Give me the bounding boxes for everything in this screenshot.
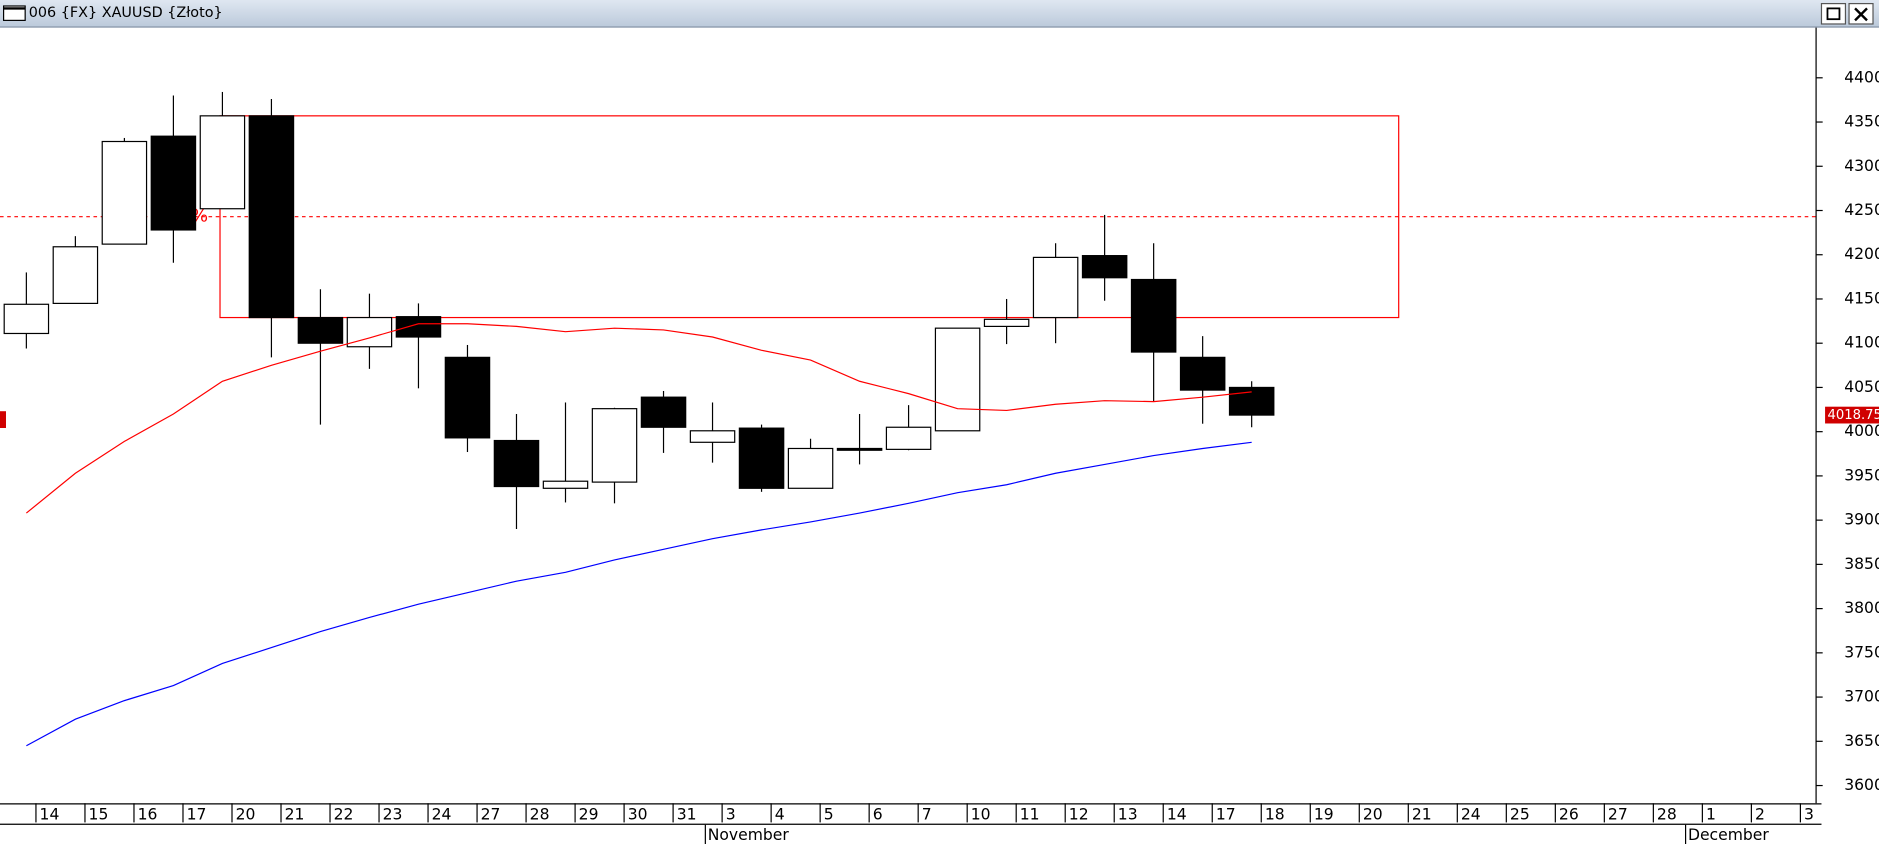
candle-body (1081, 255, 1128, 279)
candle-body (542, 480, 589, 489)
candle-body (934, 327, 981, 432)
x-tick-label: 28 (530, 806, 550, 824)
last-price-label: 4018.75 (1827, 408, 1879, 423)
candle-body (640, 396, 687, 428)
title-bar (0, 0, 1879, 27)
x-tick-label: 17 (187, 806, 207, 824)
x-tick-label: 15 (89, 806, 109, 824)
window-title: 006 {FX} XAUUSD {Złoto} (29, 5, 223, 21)
x-tick-label: 29 (579, 806, 599, 824)
month-label: December (1688, 826, 1769, 844)
x-tick-label: 6 (873, 806, 883, 824)
x-tick-label: 4 (775, 806, 785, 824)
candle-body (248, 115, 295, 319)
x-tick-label: 19 (1314, 806, 1334, 824)
zone-box (219, 115, 1400, 319)
x-tick-label: 7 (922, 806, 932, 824)
x-tick-label: 23 (383, 806, 403, 824)
x-tick-label: 14 (40, 806, 60, 824)
y-tick-label: 3700 (1844, 688, 1879, 706)
x-tick-label: 10 (971, 806, 991, 824)
y-tick-label: 3750 (1844, 643, 1879, 661)
x-tick-label: 16 (138, 806, 158, 824)
x-tick-label: 17 (1216, 806, 1236, 824)
y-tick-label: 3850 (1844, 555, 1879, 573)
candle-body (1032, 256, 1079, 319)
month-label: November (708, 826, 790, 844)
last-price-box (1825, 406, 1879, 424)
candle-body (297, 316, 344, 344)
y-tick-label: 4400 (1844, 68, 1879, 86)
x-tick-label: 27 (1608, 806, 1628, 824)
x-tick-label: 20 (236, 806, 256, 824)
moving-average (25, 323, 1252, 514)
candle-body (836, 447, 883, 451)
y-tick-label: 4000 (1844, 422, 1879, 440)
candle-body (1228, 386, 1275, 416)
candle-body (983, 318, 1030, 327)
x-tick-label: 1 (1706, 806, 1716, 824)
candle-body (150, 135, 197, 231)
y-tick-label: 4100 (1844, 334, 1879, 352)
y-tick-label: 4250 (1844, 201, 1879, 219)
candle-body (689, 430, 736, 443)
y-tick-label: 3800 (1844, 599, 1879, 617)
maximize-button[interactable] (1820, 2, 1847, 25)
y-tick-label: 4200 (1844, 245, 1879, 263)
candle-body (3, 303, 50, 335)
candle-body (52, 246, 99, 304)
candle-body (199, 115, 246, 210)
candle-body (444, 356, 491, 439)
y-tick-label: 4050 (1844, 378, 1879, 396)
x-tick-label: 25 (1510, 806, 1530, 824)
candle-body (591, 408, 638, 483)
close-button[interactable] (1848, 2, 1874, 25)
x-tick-label: 2 (1755, 806, 1765, 824)
y-tick-label: 4350 (1844, 113, 1879, 131)
x-tick-label: 12 (1069, 806, 1089, 824)
x-tick-label: 22 (334, 806, 354, 824)
candle-body (787, 447, 834, 489)
x-tick-label: 18 (1265, 806, 1285, 824)
candle-body (395, 316, 442, 338)
left-price-marker (0, 411, 6, 428)
y-tick-label: 3650 (1844, 732, 1879, 750)
y-tick-label: 3900 (1844, 511, 1879, 529)
x-tick-label: 11 (1020, 806, 1040, 824)
x-tick-label: 31 (677, 806, 697, 824)
x-tick-label: 27 (481, 806, 501, 824)
x-tick-label: 24 (1461, 806, 1481, 824)
y-tick-label: 4300 (1844, 157, 1879, 175)
candle-body (1179, 356, 1226, 391)
y-tick-label: 4150 (1844, 289, 1879, 307)
candle-body (738, 427, 785, 489)
x-tick-label: 30 (628, 806, 648, 824)
x-tick-label: 20 (1363, 806, 1383, 824)
x-tick-label: 26 (1559, 806, 1579, 824)
x-tick-label: 3 (1804, 806, 1814, 824)
x-tick-label: 5 (824, 806, 834, 824)
candle-body (493, 439, 540, 488)
x-tick-label: 21 (1412, 806, 1432, 824)
candle-body (885, 426, 932, 450)
x-tick-label: 21 (285, 806, 305, 824)
x-tick-label: 24 (432, 806, 452, 824)
moving-average (26, 441, 1252, 747)
x-tick-label: 28 (1657, 806, 1677, 824)
x-tick-label: 3 (726, 806, 736, 824)
x-tick-label: 14 (1167, 806, 1187, 824)
candle-body (101, 140, 148, 245)
candle-body (1130, 278, 1177, 353)
y-tick-label: 3950 (1844, 466, 1879, 484)
y-tick-label: 3600 (1844, 776, 1879, 794)
x-tick-label: 13 (1118, 806, 1138, 824)
